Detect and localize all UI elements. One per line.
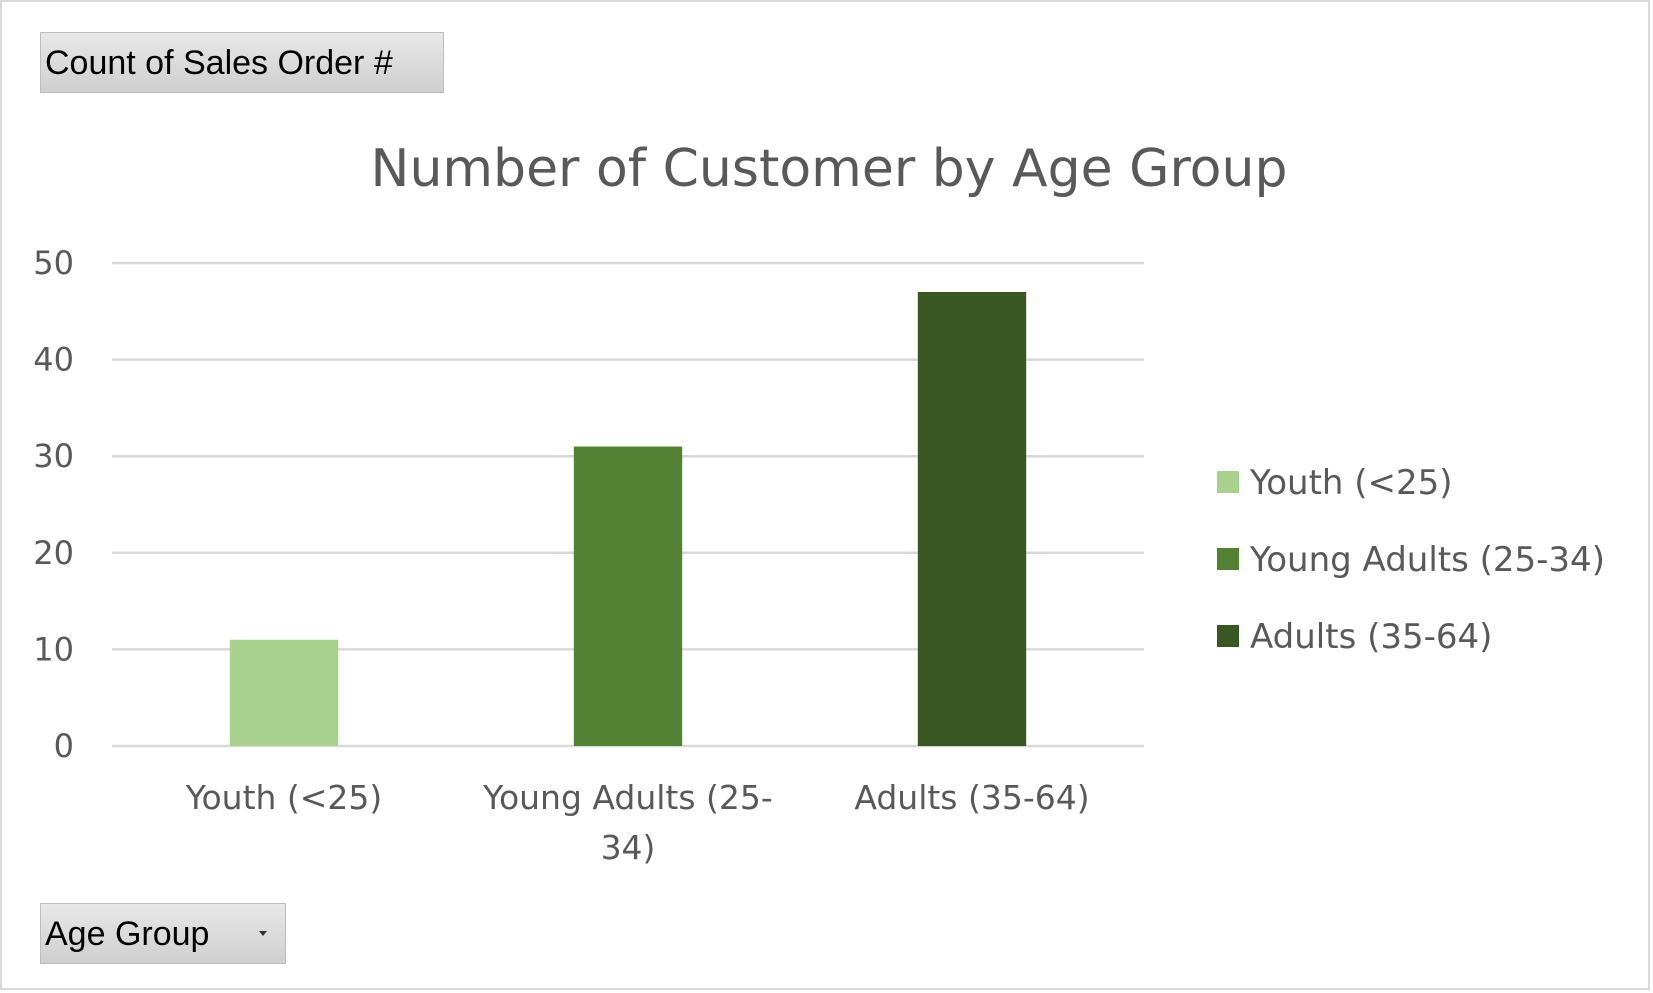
x-axis-categories: Youth (<25) Young Adults (25- 34) Adults (3… [185, 778, 1090, 867]
values-field-label: Count of Sales Order # [45, 44, 393, 82]
x-category-label: Young Adults (25- [482, 778, 773, 817]
chart-title: Number of Customer by Age Group [371, 139, 1288, 199]
legend-label: Youth (<25) [1249, 463, 1453, 503]
age-group-field-label: Age Group [45, 915, 210, 953]
legend-label: Young Adults (25-34) [1249, 540, 1605, 580]
bar-1 [229, 639, 339, 746]
bars [229, 291, 1027, 746]
x-category-label: Youth (<25) [185, 778, 383, 817]
y-axis-ticks: 0 10 20 30 40 50 [33, 244, 74, 765]
legend-swatch [1217, 471, 1239, 493]
y-tick-label: 10 [33, 630, 74, 668]
x-category-label: 34) [601, 828, 656, 867]
dropdown-arrow-icon[interactable] [259, 931, 267, 936]
bar-2 [573, 446, 683, 746]
legend: Youth (<25) Young Adults (25-34) Adults (3… [1217, 463, 1605, 657]
bar-3 [917, 291, 1027, 746]
y-tick-label: 40 [33, 341, 74, 379]
y-tick-label: 50 [33, 244, 74, 282]
age-group-field-button[interactable]: Age Group [40, 903, 286, 964]
y-tick-label: 20 [33, 534, 74, 572]
y-tick-label: 0 [54, 727, 74, 765]
y-tick-label: 30 [33, 437, 74, 475]
values-field-button[interactable]: Count of Sales Order # [40, 32, 444, 93]
legend-swatch [1217, 548, 1239, 570]
x-category-label: Adults (35-64) [854, 778, 1089, 817]
legend-label: Adults (35-64) [1250, 617, 1492, 657]
legend-swatch [1217, 625, 1239, 647]
